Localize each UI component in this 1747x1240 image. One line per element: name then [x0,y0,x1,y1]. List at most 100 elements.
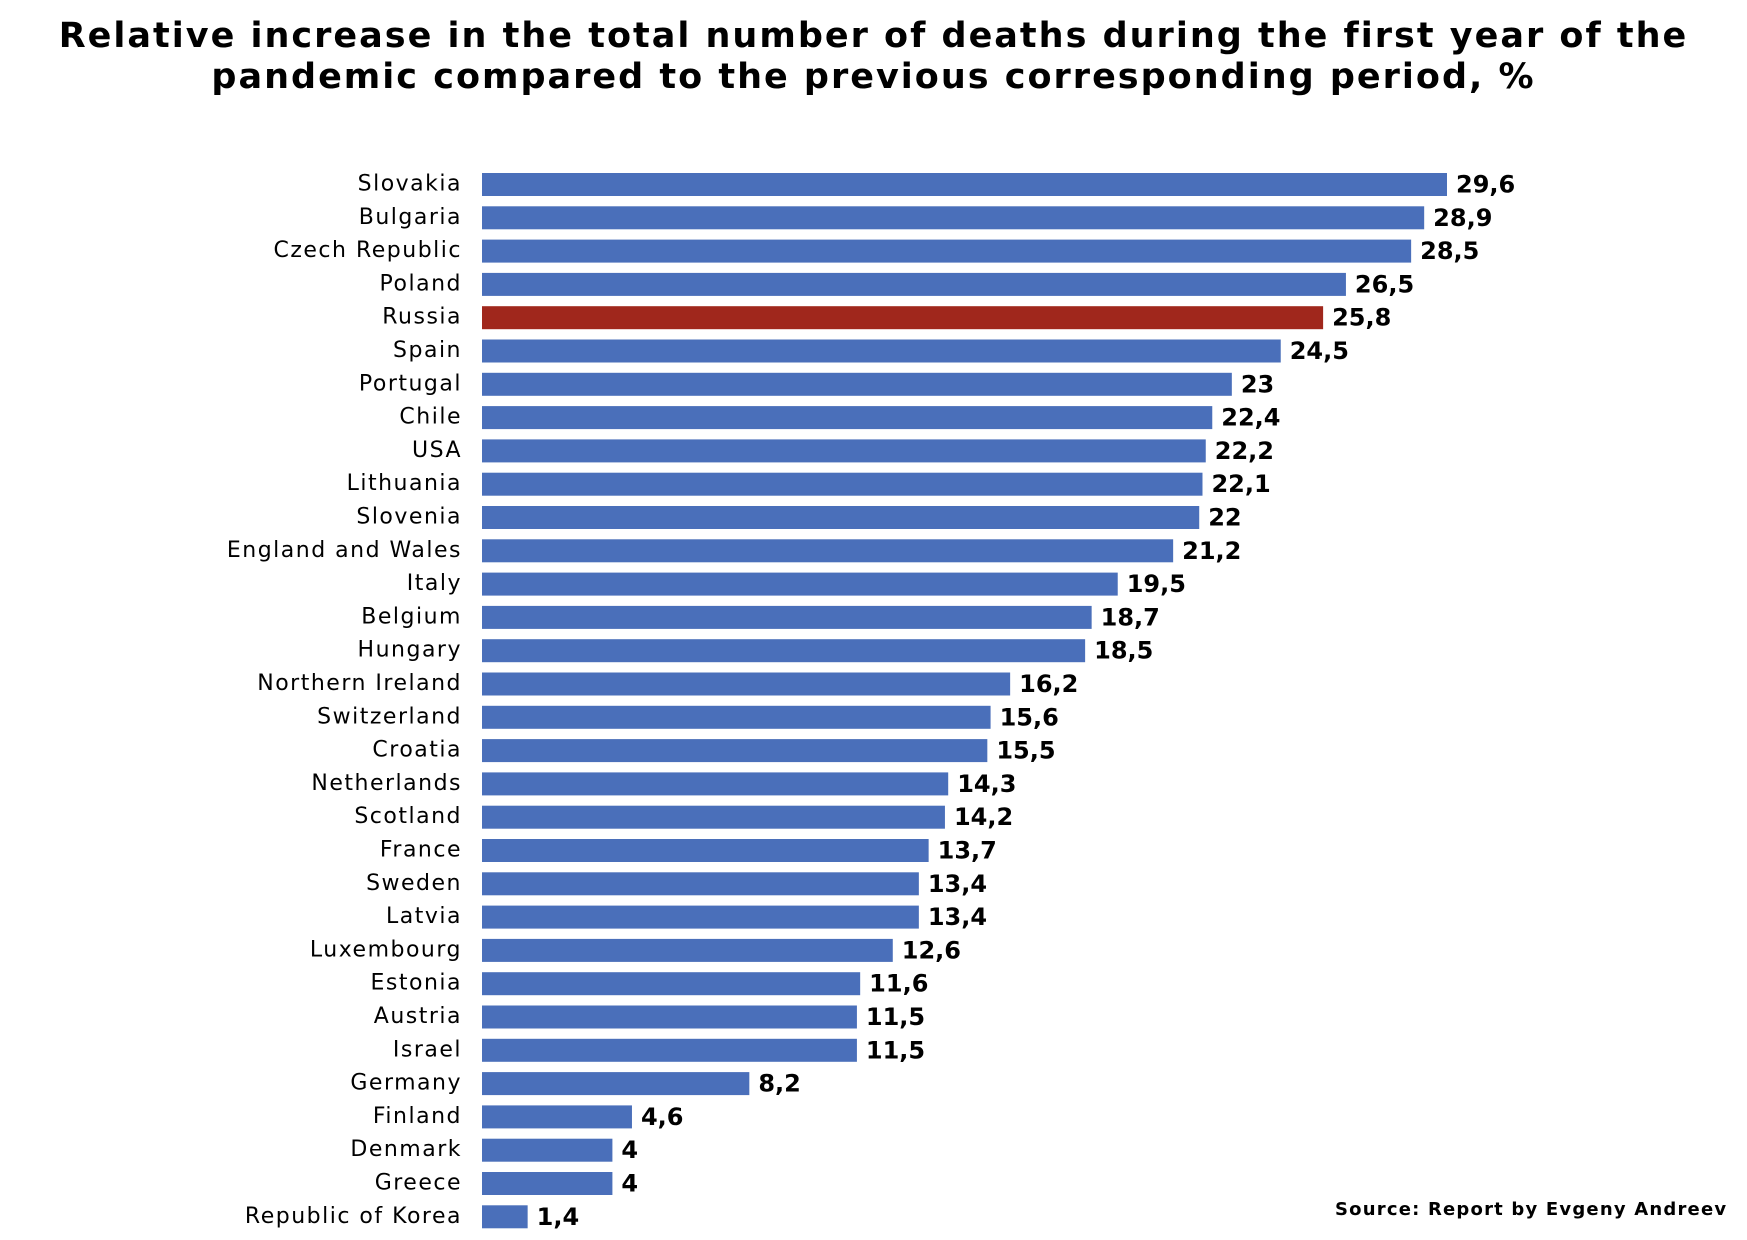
value-label-italy: 19,5 [1127,570,1186,598]
value-label-usa: 22,2 [1215,437,1274,465]
category-label-switzerland: Switzerland [317,704,462,729]
category-label-poland: Poland [380,271,462,296]
value-label-czech-republic: 28,5 [1420,237,1479,265]
category-label-greece: Greece [375,1171,462,1196]
bar-portugal [482,372,1232,396]
category-label-croatia: Croatia [372,738,462,763]
bar-switzerland [482,705,991,729]
category-label-latvia: Latvia [386,904,462,929]
value-label-republic-of-korea: 1,4 [537,1203,580,1231]
value-label-chile: 22,4 [1221,404,1280,432]
value-label-france: 13,7 [938,837,997,865]
bar-scotland [482,805,945,829]
category-label-netherlands: Netherlands [311,771,462,796]
value-label-lithuania: 22,1 [1211,470,1270,498]
bar-spain [482,339,1281,363]
category-label-france: France [380,838,462,863]
category-label-austria: Austria [374,1004,462,1029]
bar-croatia [482,739,988,763]
category-label-belgium: Belgium [361,604,462,629]
category-label-bulgaria: Bulgaria [359,205,462,230]
value-label-austria: 11,5 [866,1003,925,1031]
bar-latvia [482,905,919,929]
category-label-spain: Spain [393,338,462,363]
category-label-chile: Chile [399,405,462,430]
bar-greece [482,1172,613,1195]
bar-russia [482,306,1324,330]
value-label-poland: 26,5 [1355,270,1414,298]
bar-denmark [482,1138,613,1162]
bar-republic-of-korea [482,1205,528,1229]
value-label-estonia: 11,6 [869,970,928,998]
bar-austria [482,1005,857,1029]
value-label-bulgaria: 28,9 [1433,204,1492,232]
value-label-netherlands: 14,3 [957,770,1016,798]
category-label-scotland: Scotland [354,804,462,829]
category-label-england-and-wales: England and Wales [227,538,462,563]
bar-hungary [482,639,1086,663]
value-label-northern-ireland: 16,2 [1019,670,1078,698]
category-label-czech-republic: Czech Republic [273,238,462,263]
chart-title: Relative increase in the total number of… [0,16,1747,98]
category-label-slovenia: Slovenia [356,505,462,530]
bar-chile [482,406,1213,430]
value-label-finland: 4,6 [641,1103,684,1131]
value-label-croatia: 15,5 [996,737,1055,765]
value-label-spain: 24,5 [1290,337,1349,365]
category-label-italy: Italy [407,571,462,596]
value-label-luxembourg: 12,6 [902,936,961,964]
category-label-usa: USA [412,438,462,463]
chart-title-line-1: Relative increase in the total number of… [58,16,1689,56]
bar-sweden [482,872,919,896]
value-label-sweden: 13,4 [928,870,987,898]
category-label-russia: Russia [382,305,462,330]
bar-group: Slovakia 29,6 Bulgaria 28,9 Czech Republic 28… [227,171,1515,1231]
category-label-slovakia: Slovakia [358,172,462,197]
category-label-israel: Israel [393,1037,462,1062]
bar-netherlands [482,772,949,796]
value-label-switzerland: 15,6 [1000,703,1059,731]
category-label-northern-ireland: Northern Ireland [257,671,462,696]
bar-italy [482,572,1118,596]
value-label-greece: 4 [621,1170,638,1198]
bar-israel [482,1038,857,1062]
value-label-hungary: 18,5 [1094,637,1153,665]
value-label-slovakia: 29,6 [1456,171,1515,199]
bar-slovenia [482,506,1200,529]
bar-finland [482,1105,632,1129]
category-label-hungary: Hungary [358,638,462,663]
value-label-latvia: 13,4 [928,903,987,931]
category-label-republic-of-korea: Republic of Korea [245,1204,462,1229]
bar-czech-republic [482,239,1412,263]
bar-usa [482,439,1206,463]
value-label-denmark: 4 [621,1136,638,1164]
bar-slovakia [482,173,1447,196]
category-label-lithuania: Lithuania [347,471,462,496]
category-label-portugal: Portugal [359,371,462,396]
value-label-scotland: 14,2 [954,803,1013,831]
bar-france [482,839,929,862]
source-note: Source: Report by Evgeny Andreev [1335,1199,1728,1220]
category-label-denmark: Denmark [350,1137,462,1162]
value-label-slovenia: 22 [1208,504,1241,532]
value-label-england-and-wales: 21,2 [1182,537,1241,565]
bar-lithuania [482,472,1203,496]
category-label-germany: Germany [350,1071,462,1096]
value-label-israel: 11,5 [866,1036,925,1064]
bar-germany [482,1072,750,1096]
value-label-russia: 25,8 [1332,304,1391,332]
bar-estonia [482,972,861,996]
chart-title-line-2: pandemic compared to the previous corres… [211,57,1536,97]
bar-luxembourg [482,938,893,962]
category-label-finland: Finland [373,1104,462,1129]
value-label-portugal: 23 [1241,370,1274,398]
value-label-germany: 8,2 [758,1070,801,1098]
bar-england-and-wales [482,539,1174,563]
bar-poland [482,272,1346,296]
bar-northern-ireland [482,672,1011,696]
category-label-estonia: Estonia [371,971,463,996]
value-label-belgium: 18,7 [1101,603,1160,631]
bar-bulgaria [482,206,1425,230]
bar-belgium [482,605,1092,629]
